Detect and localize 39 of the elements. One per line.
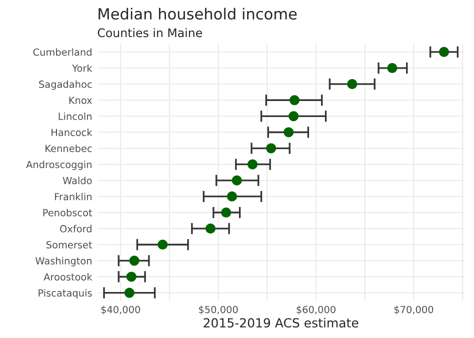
chart-title: Median household income [98,8,297,20]
y-tick-label: Somerset [46,241,92,248]
y-tick-label: York [72,64,92,72]
y-tick-label: Lincoln [58,112,92,120]
point [129,256,140,266]
chart-subtitle: Counties in Maine [98,28,202,38]
x-tick-label: $40,000 [101,306,140,314]
point [221,207,232,218]
x-axis-title: 2015-2019 ACS estimate [204,318,358,328]
y-tick-label: Penobscot [43,208,92,216]
y-tick-label: Franklin [55,192,92,200]
x-tick-label: $70,000 [394,306,434,314]
y-tick-label: Knox [69,96,92,104]
x-tick-label: $60,000 [296,306,336,314]
x-tick-label: $50,000 [199,306,238,314]
y-tick-label: Androscoggin [26,160,92,170]
point [124,288,134,298]
point [288,111,299,122]
point [266,143,276,154]
point [158,240,168,250]
point [438,46,450,57]
y-tick-label: Waldo [62,176,92,184]
y-tick-label: Oxford [60,224,92,232]
y-tick-label: Aroostook [44,273,92,281]
point [226,191,238,202]
y-tick-label: Cumberland [33,48,92,56]
point [347,79,358,90]
y-tick-label: Washington [36,256,92,266]
point [387,62,398,74]
y-tick-label: Hancock [52,128,92,136]
point [126,272,136,282]
y-tick-label: Piscataquis [38,289,92,299]
y-tick-label: Sagadahoc [39,80,92,90]
point [232,175,242,186]
point [289,95,300,106]
point [247,159,258,170]
point [205,224,216,234]
y-tick-label: Kennebec [46,144,92,152]
point [284,127,294,138]
